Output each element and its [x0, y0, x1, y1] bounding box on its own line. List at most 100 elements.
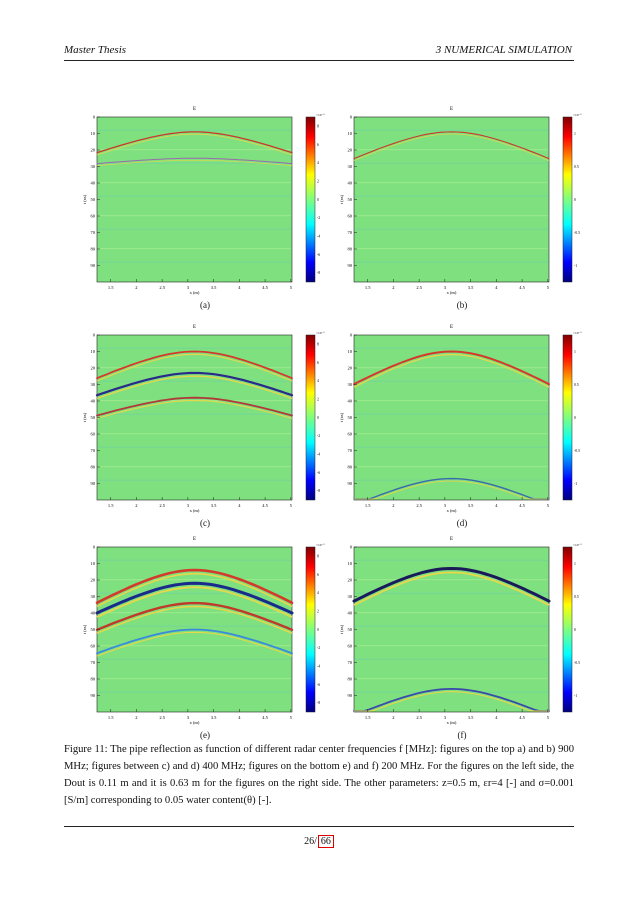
reflection-hyperbola — [96, 396, 293, 417]
x-tick-label: 2.5 — [159, 503, 165, 508]
y-tick-label: 0 — [93, 333, 96, 338]
colorbar-tick-label: 8 — [317, 124, 319, 128]
y-tick-label: 90 — [91, 263, 96, 268]
reflection-hyperbola — [96, 628, 293, 655]
reflection-sidelobe — [354, 480, 549, 500]
page-total-link[interactable]: 66 — [317, 835, 334, 848]
x-tick-label: 2 — [392, 503, 394, 508]
y-tick-label: 70 — [348, 230, 353, 235]
x-tick-label: 3 — [187, 715, 190, 720]
x-tick-label: 3.5 — [211, 503, 217, 508]
colorbar-tick-label: 4 — [317, 379, 319, 383]
colorbar-tick-label: -1 — [574, 482, 577, 486]
y-tick-label: 10 — [91, 349, 96, 354]
y-tick-label: 70 — [348, 448, 353, 453]
y-tick-label: 80 — [348, 465, 353, 470]
x-tick-label: 4 — [238, 503, 241, 508]
colorbar-tick-label: 0 — [317, 628, 319, 632]
colorbar-exponent: ×10⁻³ — [316, 113, 324, 117]
page-number: 26/66 — [0, 835, 638, 848]
colorbar-tick-label: -2 — [317, 434, 320, 438]
x-axis-label: x (m) — [190, 290, 200, 295]
colorbar-tick-label: -8 — [317, 701, 320, 705]
panel-title: E — [193, 107, 196, 112]
colorbar-tick-label: -8 — [317, 271, 320, 275]
x-tick-label: 3.5 — [211, 285, 217, 290]
plot-area — [353, 116, 550, 283]
x-tick-label: 4.5 — [262, 715, 268, 720]
x-axis-label: x (m) — [190, 720, 200, 725]
y-tick-label: 10 — [348, 561, 353, 566]
x-tick-label: 4 — [238, 285, 241, 290]
y-tick-label: 30 — [91, 382, 96, 387]
x-tick-label: 5 — [547, 503, 550, 508]
colorbar — [562, 334, 573, 501]
y-tick-label: 40 — [91, 611, 96, 616]
y-tick-label: 60 — [348, 214, 353, 219]
colorbar-tick-label: 0 — [574, 628, 576, 632]
colorbar — [305, 334, 316, 501]
panel-a-label: (a) — [200, 300, 210, 310]
y-tick-label: 30 — [348, 164, 353, 169]
x-tick-label: 3.5 — [468, 715, 474, 720]
colorbar-tick-label: -4 — [317, 234, 320, 238]
x-tick-label: 5 — [547, 285, 550, 290]
panel-title: E — [450, 107, 453, 112]
colorbar-tick-label: 2 — [317, 397, 319, 401]
plot-area — [353, 334, 550, 501]
colorbar-tick-label: -2 — [317, 646, 320, 650]
y-tick-label: 20 — [91, 148, 96, 153]
colorbar-tick-label: 6 — [317, 573, 319, 577]
x-tick-label: 2 — [392, 715, 394, 720]
y-tick-label: 10 — [91, 131, 96, 136]
colorbar-tick-label: 6 — [317, 143, 319, 147]
x-tick-label: 4.5 — [519, 503, 525, 508]
x-axis-label: x (m) — [447, 720, 457, 725]
y-tick-label: 70 — [91, 448, 96, 453]
x-tick-label: 5 — [290, 285, 293, 290]
colorbar-tick-label: 0.5 — [574, 595, 579, 599]
running-header-right: 3 NUMERICAL SIMULATION — [435, 44, 572, 56]
colorbar-tick-label: -2 — [317, 216, 320, 220]
x-tick-label: 1.5 — [365, 285, 371, 290]
colorbar-tick-label: -1 — [574, 694, 577, 698]
reflection-sidelobe — [96, 586, 293, 618]
reflection-sidelobe — [96, 160, 293, 166]
x-tick-label: 5 — [290, 715, 293, 720]
y-tick-label: 50 — [91, 627, 96, 632]
y-tick-label: 40 — [91, 181, 96, 186]
y-tick-label: 40 — [348, 399, 353, 404]
colorbar-exponent: ×10⁻³ — [573, 113, 581, 117]
x-tick-label: 3 — [187, 285, 190, 290]
reflection-sidelobe — [96, 399, 293, 419]
panel-b-label: (b) — [456, 300, 468, 310]
x-tick-label: 4 — [238, 715, 241, 720]
x-axis-label: x (m) — [447, 508, 457, 513]
colorbar-tick-label: 2 — [317, 609, 319, 613]
x-tick-label: 2.5 — [159, 715, 165, 720]
colorbar-tick-label: -0.5 — [574, 661, 580, 665]
y-axis-label: t (ns) — [339, 412, 344, 422]
colorbar-tick-label: 0 — [574, 198, 576, 202]
colorbar-tick-label: 0 — [574, 416, 576, 420]
reflection-hyperbola — [96, 157, 293, 165]
x-tick-label: 2 — [135, 503, 137, 508]
y-tick-label: 70 — [91, 230, 96, 235]
panel-title: E — [450, 325, 453, 330]
colorbar-tick-label: -8 — [317, 489, 320, 493]
panel-title: E — [450, 537, 453, 542]
colorbar-tick-label: 8 — [317, 554, 319, 558]
panel-c: E 0 10 20 30 40 50 60 70 80 90 1.5 2 2.5 3 3.5 4 4.5 5 x (m… — [80, 318, 330, 533]
reflection-sidelobe — [96, 572, 293, 608]
colorbar-tick-label: 1 — [574, 350, 576, 354]
panel-d: E 0 10 20 30 40 50 60 70 80 90 1.5 2 2.5 3 3.5 4 4.5 5 x (m… — [337, 318, 587, 533]
reflection-hyperbola — [95, 601, 294, 631]
panel-f-label: (f) — [457, 730, 467, 740]
x-tick-label: 4.5 — [519, 715, 525, 720]
x-tick-label: 4 — [495, 503, 498, 508]
y-tick-label: 80 — [91, 247, 96, 252]
